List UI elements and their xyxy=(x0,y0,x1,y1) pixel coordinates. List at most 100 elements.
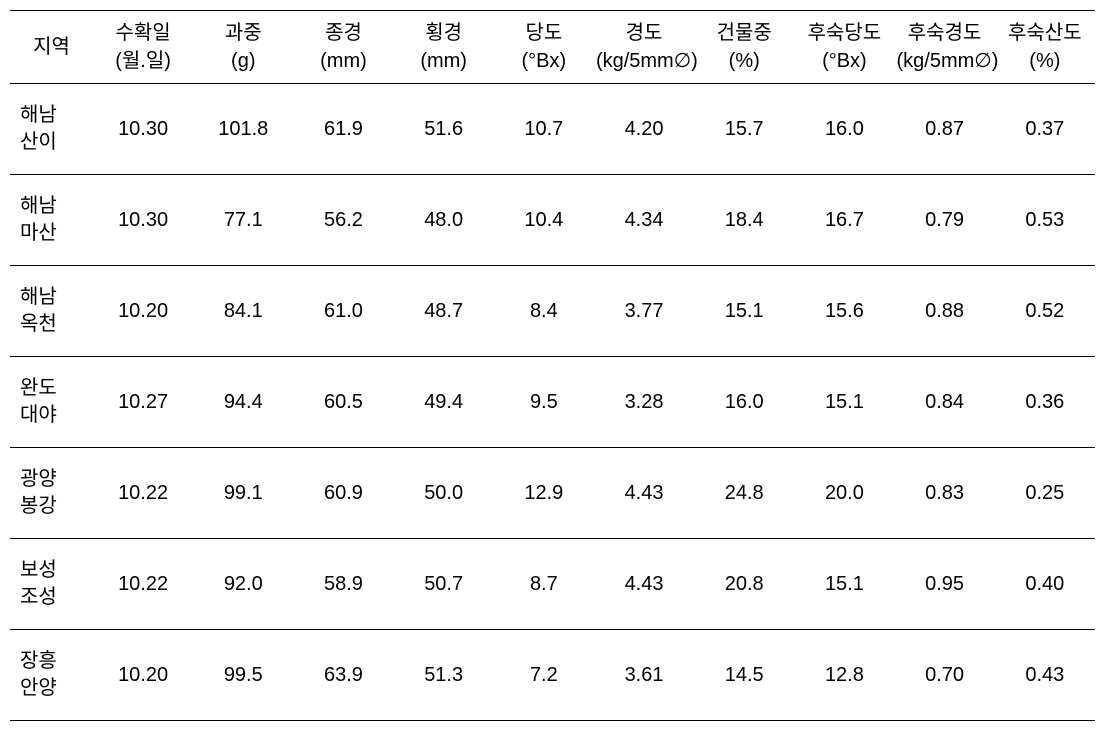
header-dry-matter: 건물중 (%) xyxy=(694,11,794,84)
cell-weight: 101.8 xyxy=(193,84,293,175)
cell-post-brix: 15.1 xyxy=(794,539,894,630)
cell-width: 49.4 xyxy=(394,357,494,448)
cell-region: 보성조성 xyxy=(10,539,93,630)
header-label: 종경 xyxy=(295,19,391,47)
region-line1: 광양 xyxy=(20,466,91,493)
cell-width: 50.0 xyxy=(394,448,494,539)
cell-post-brix: 12.8 xyxy=(794,630,894,721)
cell-firmness: 4.43 xyxy=(594,448,694,539)
cell-region: 해남옥천 xyxy=(10,266,93,357)
region-line2: 봉강 xyxy=(20,493,91,520)
cell-firmness: 4.34 xyxy=(594,175,694,266)
cell-post-firmness: 0.83 xyxy=(895,448,995,539)
cell-dry-matter: 15.7 xyxy=(694,84,794,175)
header-region: 지역 xyxy=(10,11,93,84)
header-brix: 당도 (°Bx) xyxy=(494,11,594,84)
table-row: 장흥안양10.2099.563.951.37.23.6114.512.80.70… xyxy=(10,630,1095,721)
cell-dry-matter: 20.8 xyxy=(694,539,794,630)
cell-weight: 99.1 xyxy=(193,448,293,539)
cell-firmness: 4.20 xyxy=(594,84,694,175)
cell-brix: 8.4 xyxy=(494,266,594,357)
cell-brix: 10.7 xyxy=(494,84,594,175)
header-weight: 과중 (g) xyxy=(193,11,293,84)
cell-weight: 92.0 xyxy=(193,539,293,630)
region-line1: 해남 xyxy=(20,284,91,311)
cell-length: 61.0 xyxy=(293,266,393,357)
header-unit: (kg/5mm∅) xyxy=(897,47,993,75)
cell-harvest-date: 10.30 xyxy=(93,175,193,266)
cell-post-firmness: 0.79 xyxy=(895,175,995,266)
table-row: 해남마산10.3077.156.248.010.44.3418.416.70.7… xyxy=(10,175,1095,266)
table-row: 해남옥천10.2084.161.048.78.43.7715.115.60.88… xyxy=(10,266,1095,357)
cell-firmness: 3.77 xyxy=(594,266,694,357)
cell-dry-matter: 14.5 xyxy=(694,630,794,721)
cell-length: 60.9 xyxy=(293,448,393,539)
header-label: 후숙산도 xyxy=(997,19,1093,47)
cell-region: 완도대야 xyxy=(10,357,93,448)
cell-dry-matter: 15.1 xyxy=(694,266,794,357)
header-label: 경도 xyxy=(596,19,692,47)
header-label: 과중 xyxy=(195,19,291,47)
cell-region: 해남산이 xyxy=(10,84,93,175)
cell-brix: 7.2 xyxy=(494,630,594,721)
cell-post-brix: 16.7 xyxy=(794,175,894,266)
cell-weight: 84.1 xyxy=(193,266,293,357)
region-line2: 마산 xyxy=(20,220,91,247)
header-post-acidity: 후숙산도 (%) xyxy=(995,11,1095,84)
cell-post-acidity: 0.37 xyxy=(995,84,1095,175)
cell-harvest-date: 10.20 xyxy=(93,630,193,721)
header-label: 건물중 xyxy=(696,19,792,47)
cell-region: 장흥안양 xyxy=(10,630,93,721)
header-width: 횡경 (mm) xyxy=(394,11,494,84)
header-post-brix: 후숙당도 (°Bx) xyxy=(794,11,894,84)
table-body: 해남산이10.30101.861.951.610.74.2015.716.00.… xyxy=(10,84,1095,721)
cell-post-brix: 16.0 xyxy=(794,84,894,175)
table-row: 완도대야10.2794.460.549.49.53.2816.015.10.84… xyxy=(10,357,1095,448)
region-line1: 해남 xyxy=(20,193,91,220)
header-label: 수확일 xyxy=(95,19,191,47)
cell-dry-matter: 24.8 xyxy=(694,448,794,539)
header-row: 지역 수확일 (월.일) 과중 (g) 종경 (mm) 횡경 (mm) 당도 (… xyxy=(10,11,1095,84)
region-line1: 장흥 xyxy=(20,648,91,675)
cell-region: 광양봉강 xyxy=(10,448,93,539)
cell-post-acidity: 0.25 xyxy=(995,448,1095,539)
cell-length: 60.5 xyxy=(293,357,393,448)
cell-length: 63.9 xyxy=(293,630,393,721)
region-line2: 안양 xyxy=(20,675,91,702)
table-row: 광양봉강10.2299.160.950.012.94.4324.820.00.8… xyxy=(10,448,1095,539)
header-unit: (mm) xyxy=(396,47,492,75)
header-post-firmness: 후숙경도 (kg/5mm∅) xyxy=(895,11,995,84)
header-harvest-date: 수확일 (월.일) xyxy=(93,11,193,84)
header-length: 종경 (mm) xyxy=(293,11,393,84)
cell-post-brix: 15.6 xyxy=(794,266,894,357)
cell-firmness: 4.43 xyxy=(594,539,694,630)
cell-brix: 10.4 xyxy=(494,175,594,266)
cell-width: 48.0 xyxy=(394,175,494,266)
cell-harvest-date: 10.30 xyxy=(93,84,193,175)
cell-weight: 77.1 xyxy=(193,175,293,266)
cell-brix: 12.9 xyxy=(494,448,594,539)
region-line2: 옥천 xyxy=(20,311,91,338)
cell-post-firmness: 0.95 xyxy=(895,539,995,630)
header-firmness: 경도 (kg/5mm∅) xyxy=(594,11,694,84)
header-label: 횡경 xyxy=(396,19,492,47)
cell-post-acidity: 0.36 xyxy=(995,357,1095,448)
cell-dry-matter: 18.4 xyxy=(694,175,794,266)
cell-dry-matter: 16.0 xyxy=(694,357,794,448)
cell-post-firmness: 0.87 xyxy=(895,84,995,175)
cell-firmness: 3.61 xyxy=(594,630,694,721)
region-line2: 대야 xyxy=(20,402,91,429)
header-unit: (°Bx) xyxy=(496,47,592,75)
header-label: 후숙당도 xyxy=(796,19,892,47)
cell-weight: 94.4 xyxy=(193,357,293,448)
header-unit: (kg/5mm∅) xyxy=(596,47,692,75)
cell-brix: 9.5 xyxy=(494,357,594,448)
region-line2: 조성 xyxy=(20,584,91,611)
cell-harvest-date: 10.22 xyxy=(93,539,193,630)
region-line2: 산이 xyxy=(20,129,91,156)
region-line1: 완도 xyxy=(20,375,91,402)
cell-post-firmness: 0.84 xyxy=(895,357,995,448)
header-label: 당도 xyxy=(496,19,592,47)
cell-post-brix: 20.0 xyxy=(794,448,894,539)
header-unit: (mm) xyxy=(295,47,391,75)
